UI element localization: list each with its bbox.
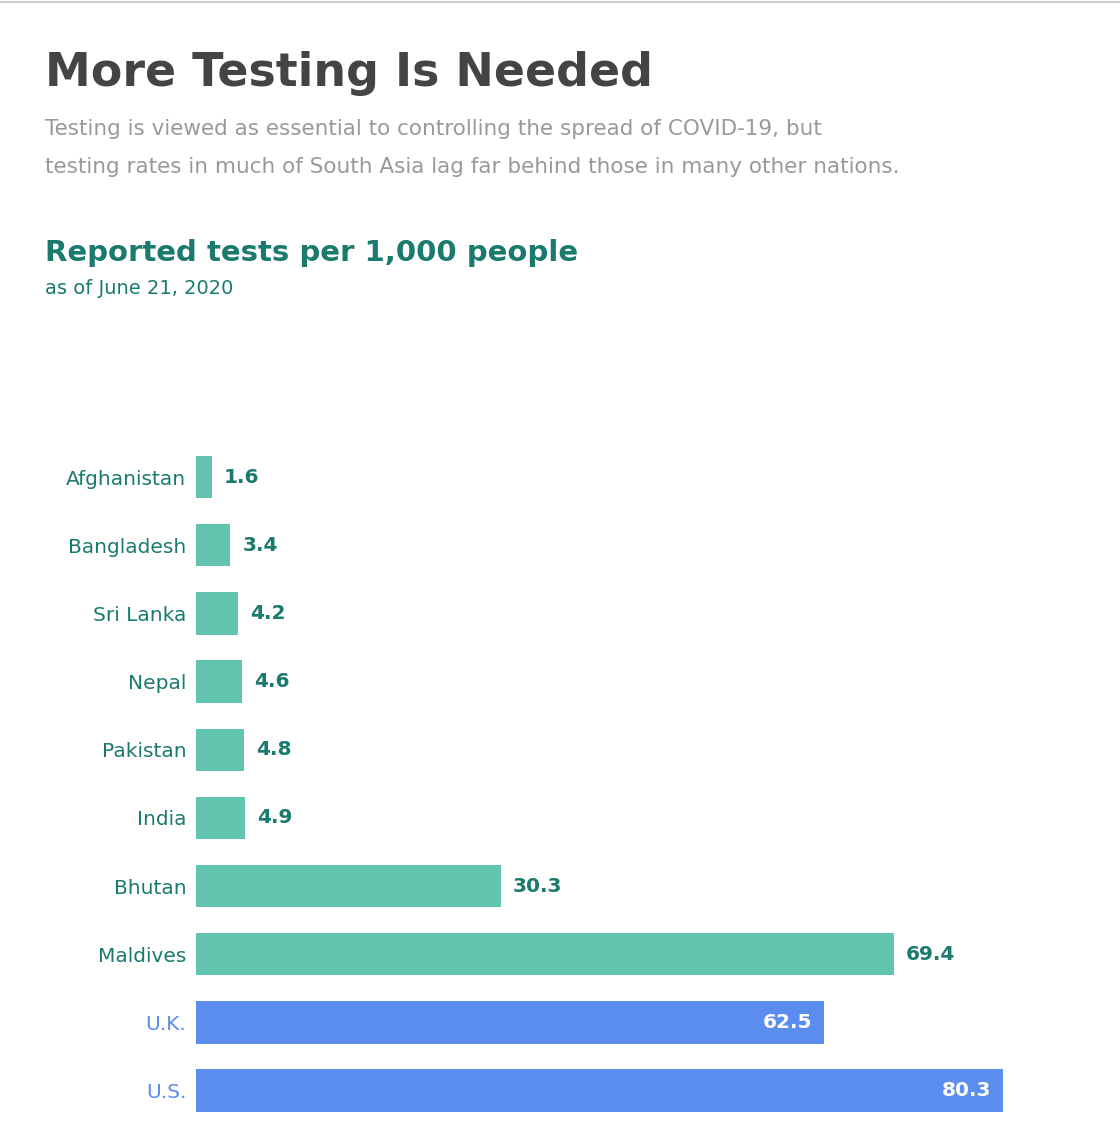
Text: More Testing Is Needed: More Testing Is Needed — [45, 51, 653, 97]
Text: as of June 21, 2020: as of June 21, 2020 — [45, 279, 233, 299]
Bar — [196, 592, 239, 635]
Bar — [196, 796, 245, 840]
Bar — [196, 524, 231, 567]
Text: 3.4: 3.4 — [242, 536, 278, 554]
Text: 4.9: 4.9 — [258, 809, 292, 827]
Bar — [196, 456, 212, 499]
Bar — [196, 728, 244, 771]
Text: Testing is viewed as essential to controlling the spread of COVID-19, but: Testing is viewed as essential to contro… — [45, 119, 822, 140]
Text: 80.3: 80.3 — [942, 1081, 991, 1100]
Text: Reported tests per 1,000 people: Reported tests per 1,000 people — [45, 239, 578, 267]
Text: 1.6: 1.6 — [224, 468, 260, 486]
Bar — [196, 1001, 824, 1044]
Text: testing rates in much of South Asia lag far behind those in many other nations.: testing rates in much of South Asia lag … — [45, 157, 899, 177]
Bar — [196, 864, 501, 908]
Text: 69.4: 69.4 — [906, 945, 955, 963]
Text: 62.5: 62.5 — [763, 1013, 812, 1031]
Bar — [196, 1069, 1004, 1112]
Text: 30.3: 30.3 — [513, 877, 562, 895]
Text: 4.8: 4.8 — [256, 741, 292, 759]
Text: 4.2: 4.2 — [250, 604, 286, 623]
Bar — [196, 660, 242, 703]
Bar — [196, 933, 894, 976]
Text: 4.6: 4.6 — [254, 673, 290, 691]
